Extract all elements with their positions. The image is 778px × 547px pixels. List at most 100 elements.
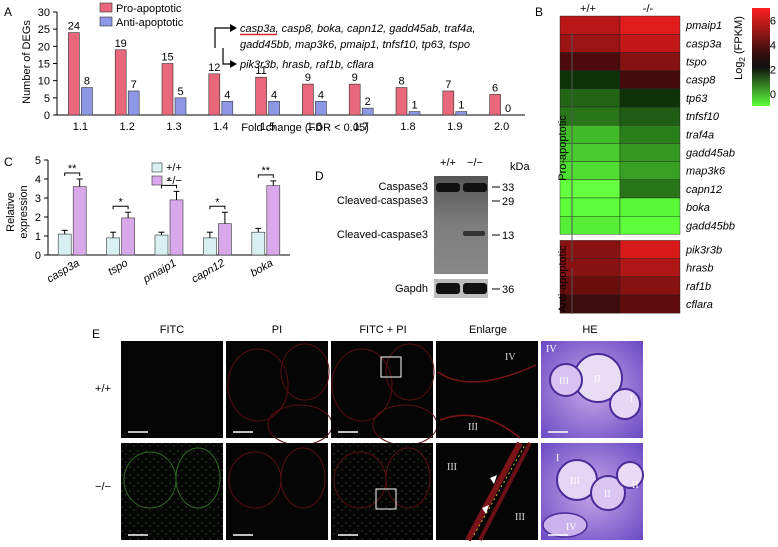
- label-i-he-wt: I: [630, 394, 633, 405]
- colorbar-tick-label: 2: [770, 64, 776, 76]
- colorbar: [752, 8, 770, 106]
- heatmap-cell: [619, 294, 681, 314]
- heatmap-cell: [619, 88, 681, 108]
- marker-29: 29: [502, 196, 514, 208]
- heatmap-row-label: pmaip1: [685, 20, 722, 32]
- legend-label-wt: +/+: [166, 162, 182, 174]
- a-bar-pro: [208, 73, 221, 116]
- label-ii-he-ko: II: [604, 489, 611, 500]
- arrow-head-pro: [230, 24, 237, 32]
- heatmap-cell: [559, 240, 621, 259]
- label-i-he-ko: I: [556, 453, 559, 464]
- a-value-label-pro: 12: [208, 62, 220, 74]
- heatmap-row-label: raf1b: [686, 281, 711, 293]
- micro-col-pi: PI: [272, 324, 282, 336]
- heatmap-cell: [619, 106, 681, 126]
- micro-col-merge: FITC + PI: [359, 324, 406, 336]
- a-xtick-label: 1.3: [166, 121, 181, 133]
- c-sig-bracket: [257, 174, 274, 178]
- c-bar-wt: [154, 234, 169, 256]
- zoom-box-wt: [380, 356, 402, 378]
- micro-row-ko: −/−: [95, 481, 111, 493]
- c-category-label: pmaip1: [140, 257, 178, 286]
- c-category-label: boka: [249, 257, 276, 279]
- legend-swatch-anti: [99, 16, 113, 27]
- heatmap-cell: [619, 15, 681, 35]
- legend-label-anti: Anti-apoptotic: [116, 17, 184, 29]
- c-category-label: tspo: [106, 257, 130, 278]
- heatmap-cell: [619, 143, 681, 162]
- heatmap-row-label: pik3r3b: [685, 245, 722, 257]
- a-value-label-anti: 4: [318, 89, 324, 101]
- heatmap-row-label: map3k6: [686, 166, 726, 178]
- annotation-pro-line2: gadd45bb, map3k6, pmaip1, tnfsf10, tp63,…: [240, 39, 470, 51]
- a-ytick-label: 10: [38, 76, 50, 88]
- a-xtick-label: 1.1: [73, 121, 88, 133]
- a-value-label-anti: 1: [458, 100, 464, 112]
- panel-a-ylabel: Number of DEGs: [21, 20, 33, 104]
- a-value-label-pro: 11: [255, 65, 266, 77]
- heatmap-cell: [559, 106, 621, 126]
- c-bar-ko: [72, 186, 87, 256]
- a-bar-anti: [361, 107, 374, 116]
- arrowhead-1: [490, 475, 497, 484]
- marker-ticks: [492, 186, 500, 290]
- a-value-label-pro: 9: [352, 72, 358, 84]
- panel-a-chart: 0510152025301.12481.21971.31551.41241.51…: [38, 7, 525, 133]
- c-sig-label: *: [167, 175, 172, 187]
- c-bar-ko: [121, 217, 135, 256]
- micro-row-wt: +/+: [95, 383, 111, 395]
- a-value-label-anti: 0: [505, 103, 511, 115]
- legend-swatch-pro: [99, 2, 113, 13]
- heatmap-cell: [559, 124, 621, 144]
- heatmap-cell: [559, 197, 621, 217]
- heatmap-cell: [619, 197, 681, 217]
- heatmap-row-label: casp8: [686, 75, 716, 87]
- a-bar-pro: [255, 76, 267, 116]
- heatmap-row-label: cflara: [686, 299, 713, 311]
- annotation-pro-line1: casp3a, casp8, boka, capn12, gadd45ab, t…: [240, 23, 475, 35]
- c-sig-label: **: [262, 165, 271, 177]
- zoom-box-ko: [375, 488, 397, 510]
- a-xtick-label: 1.7: [354, 121, 369, 133]
- heatmap-row-label: gadd45bb: [686, 220, 735, 232]
- micro-col-enlarge: Enlarge: [469, 324, 507, 336]
- img-enlarge-wt: [436, 341, 538, 438]
- label-iii-ko-right: III: [515, 512, 525, 523]
- a-bar-pro: [161, 63, 174, 116]
- heatmap-col-ko: -/-: [643, 3, 654, 15]
- a-value-label-pro: 7: [445, 79, 451, 91]
- a-bar-pro: [395, 87, 408, 116]
- micro-row-2: III III I III II II IV: [121, 441, 644, 542]
- a-xtick-label: 1.9: [447, 121, 462, 133]
- heatmap-cell: [619, 52, 681, 71]
- a-value-label-anti: 4: [271, 89, 277, 101]
- a-bar-pro: [302, 83, 314, 116]
- a-bar-anti: [127, 90, 140, 116]
- a-value-label-anti: 8: [84, 76, 90, 88]
- a-bar-anti: [268, 100, 280, 116]
- a-ytick-label: 30: [38, 7, 50, 19]
- panel-c-chart: 0 1 2 3 4 5 casp3a ** tspo * pmaip1 * capn12 * boka **: [35, 155, 290, 286]
- c-sig-bracket: [209, 205, 226, 210]
- heatmap-row-label: gadd45ab: [686, 148, 735, 160]
- band-casp3-ko: [463, 183, 487, 192]
- colorbar-ticks: 6 4 2 0: [770, 15, 776, 101]
- a-xtick-label: 1.4: [213, 121, 228, 133]
- a-ytick-label: 25: [38, 24, 50, 36]
- a-bar-anti: [408, 111, 421, 116]
- panel-c-ylabel-1: Relative: [5, 192, 17, 232]
- a-xtick-label: 1.2: [120, 121, 135, 133]
- band-casp3-wt: [436, 183, 460, 192]
- a-bar-anti: [174, 97, 187, 116]
- c-ytick-label: 4: [35, 174, 41, 186]
- heatmap-cell: [559, 88, 621, 108]
- colorbar-tick-label: 6: [770, 15, 776, 27]
- img-merge-wt: [331, 341, 433, 438]
- arrowhead-2: [482, 505, 489, 514]
- a-value-label-pro: 24: [68, 21, 80, 33]
- c-category-label: casp3a: [45, 257, 82, 285]
- legend-label-ko: −/−: [166, 175, 182, 187]
- c-sig-label: *: [118, 196, 123, 208]
- a-xtick-label: 1.8: [400, 121, 415, 133]
